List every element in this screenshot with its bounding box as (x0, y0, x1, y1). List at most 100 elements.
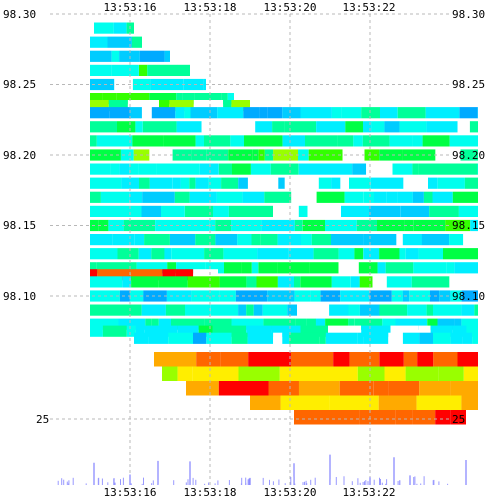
heatmap-cell (404, 219, 414, 232)
heatmap-cell (227, 93, 234, 105)
heatmap-cell (439, 290, 451, 302)
heatmap-cell (405, 248, 419, 260)
heatmap-cell (241, 262, 252, 274)
heatmap-cell (425, 107, 460, 119)
heatmap-cell (235, 290, 268, 302)
heatmap-cell (139, 177, 150, 189)
heatmap-cell (328, 325, 362, 337)
heatmap-cell (182, 93, 195, 105)
heatmap-cell (474, 262, 478, 274)
heatmap-cell (256, 276, 278, 288)
heatmap-cell (126, 325, 136, 337)
heatmap-cell (246, 325, 272, 337)
heatmap-cell (138, 248, 152, 260)
size-band-cell (463, 366, 478, 381)
heatmap-cell (386, 191, 398, 203)
heatmap-cell (156, 163, 175, 175)
heatmap-cell (430, 325, 453, 337)
heatmap-cell (191, 290, 220, 302)
heatmap-cell (168, 332, 193, 344)
heatmap-cell (100, 191, 130, 203)
heatmap-cell (363, 248, 380, 260)
size-band-cell (329, 366, 358, 381)
heatmap-cell (411, 276, 441, 288)
heatmap-cell (422, 135, 450, 147)
heatmap-cell (458, 205, 478, 217)
heatmap-cell (454, 262, 475, 274)
heatmap-cell (90, 205, 110, 217)
heatmap-cell (301, 234, 312, 246)
y-tick-right: 98.15 (452, 219, 485, 232)
x-tick-bottom: 13:53:16 (104, 486, 157, 499)
heatmap-cell (176, 121, 202, 133)
heatmap-cell (270, 163, 299, 175)
heatmap-cell (418, 248, 443, 260)
y-tick-left: 98.20 (3, 149, 36, 162)
heatmap-cell (466, 325, 478, 337)
heatmap-cell (172, 177, 181, 189)
heatmap-cell (184, 205, 213, 217)
heatmap-cell (251, 262, 259, 274)
heatmap-cell (243, 107, 260, 119)
size-band-cell (379, 352, 404, 367)
heatmap-cell (277, 276, 294, 288)
heatmap-cell (224, 262, 242, 274)
heatmap-cell (311, 234, 331, 246)
heatmap-cell (282, 135, 305, 147)
heatmap-cell (331, 276, 351, 288)
heatmap-cell (421, 234, 450, 246)
heatmap-cell (300, 107, 332, 119)
heatmap-cell (110, 205, 142, 217)
heatmap-cell (215, 234, 238, 246)
heatmap-cell (250, 163, 271, 175)
heatmap-cell (231, 100, 250, 112)
heatmap-cell (190, 107, 218, 119)
heatmap-cell (155, 219, 183, 232)
x-tick-top: 13:53:16 (104, 1, 157, 14)
heatmap-cell (331, 107, 342, 119)
heatmap-cell (169, 234, 196, 246)
heatmap-cell (117, 121, 136, 133)
heatmap-cell (361, 107, 380, 119)
heatmap-cell (188, 325, 199, 337)
heatmap-cell (90, 304, 113, 316)
heatmap-cell (397, 191, 413, 203)
heatmap-cell (246, 276, 257, 288)
heatmap-cell (141, 304, 166, 316)
heatmap-cell (174, 276, 188, 288)
heatmap-cell (380, 107, 398, 119)
heatmap-cell (141, 205, 161, 217)
heatmap-cell (244, 135, 255, 147)
heatmap-cell (90, 121, 117, 133)
heatmap-cell (206, 332, 232, 344)
heatmap-cell (114, 219, 124, 232)
heatmap-cell (348, 318, 355, 330)
heatmap-cell (309, 262, 339, 274)
heatmap-cell (449, 234, 464, 246)
heatmap-cell (470, 219, 478, 232)
grid-layer (50, 13, 450, 485)
heatmap-cell (338, 248, 355, 260)
heatmap-cell (320, 290, 341, 302)
heatmap-cell (221, 93, 228, 105)
size-band-cell (373, 381, 389, 396)
heatmap-cell (399, 248, 406, 260)
heatmap-cell (205, 262, 225, 274)
size-band-cell (291, 352, 334, 367)
heatmap-cell (232, 163, 251, 175)
heatmap-cell (329, 304, 349, 316)
heatmap-cell (432, 191, 453, 203)
heatmap-cell (191, 149, 207, 161)
size-band-cell (339, 381, 374, 396)
heatmap-cell (97, 269, 131, 281)
heatmap-cell (359, 276, 373, 288)
heatmap-cell (443, 248, 467, 260)
heatmap-cell (195, 234, 216, 246)
heatmap-cell (131, 36, 142, 48)
heatmap-cell (102, 325, 127, 337)
heatmap-cell (363, 191, 374, 203)
heatmap-cell (171, 248, 205, 260)
size-band-cell (268, 381, 299, 396)
heatmap-cell (180, 177, 190, 189)
heatmap-cell (138, 163, 157, 175)
